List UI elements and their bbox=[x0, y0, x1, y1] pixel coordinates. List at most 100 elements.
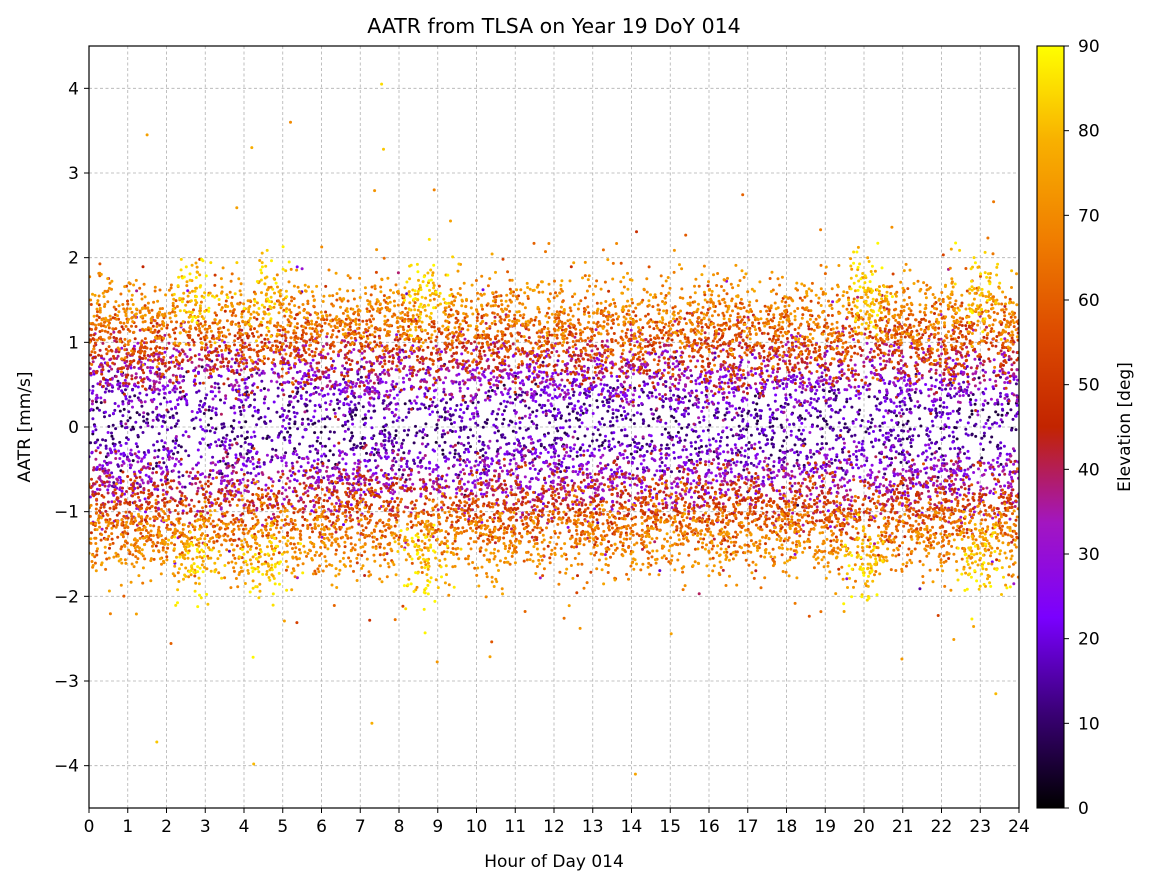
scatter-point bbox=[747, 456, 750, 459]
scatter-point bbox=[395, 393, 399, 397]
scatter-point bbox=[664, 447, 668, 450]
scatter-point bbox=[914, 387, 918, 391]
scatter-point bbox=[954, 477, 958, 481]
scatter-point bbox=[674, 491, 678, 495]
scatter-point bbox=[509, 458, 513, 462]
scatter-point bbox=[516, 371, 520, 375]
scatter-point bbox=[820, 466, 824, 470]
scatter-point bbox=[572, 447, 576, 451]
scatter-point bbox=[919, 424, 923, 428]
scatter-point bbox=[714, 408, 718, 412]
scatter-point bbox=[208, 429, 212, 433]
scatter-point bbox=[307, 369, 311, 373]
scatter-point bbox=[378, 372, 382, 376]
scatter-point bbox=[957, 487, 960, 491]
scatter-point bbox=[567, 466, 571, 470]
scatter-point bbox=[195, 463, 198, 467]
scatter-point bbox=[157, 392, 161, 396]
scatter-point bbox=[710, 371, 714, 375]
scatter-point bbox=[1006, 402, 1010, 406]
scatter-point bbox=[610, 447, 614, 451]
scatter-point bbox=[323, 417, 327, 421]
scatter-point bbox=[753, 408, 757, 412]
scatter-point bbox=[678, 378, 682, 382]
scatter-point bbox=[1009, 408, 1013, 412]
scatter-point bbox=[678, 368, 681, 372]
scatter-point bbox=[521, 379, 524, 383]
scatter-point bbox=[389, 401, 393, 405]
scatter-point bbox=[823, 368, 827, 372]
scatter-point bbox=[445, 473, 449, 477]
scatter-point bbox=[421, 436, 425, 440]
scatter-point bbox=[239, 368, 243, 372]
scatter-point bbox=[249, 435, 253, 439]
scatter-point bbox=[323, 425, 327, 429]
scatter-point bbox=[864, 430, 868, 434]
scatter-point bbox=[556, 411, 560, 415]
scatter-point bbox=[762, 475, 766, 479]
scatter-point bbox=[441, 448, 445, 452]
scatter-point bbox=[279, 456, 283, 460]
scatter-point bbox=[126, 419, 130, 423]
scatter-point bbox=[816, 415, 820, 419]
scatter-point bbox=[365, 360, 369, 364]
scatter-point bbox=[979, 488, 983, 492]
scatter-point bbox=[501, 413, 504, 416]
scatter-point bbox=[601, 441, 605, 445]
scatter-point bbox=[416, 456, 420, 460]
scatter-point bbox=[633, 445, 637, 448]
scatter-point bbox=[833, 470, 837, 474]
scatter-point bbox=[126, 401, 130, 405]
scatter-point bbox=[349, 400, 353, 404]
scatter-point bbox=[660, 433, 664, 436]
scatter-point bbox=[354, 406, 358, 410]
scatter-point bbox=[731, 434, 735, 438]
scatter-point bbox=[534, 414, 538, 418]
scatter-point bbox=[255, 450, 259, 454]
scatter-point bbox=[354, 446, 358, 450]
scatter-point bbox=[246, 449, 250, 453]
scatter-point bbox=[336, 353, 340, 357]
scatter-point bbox=[724, 374, 728, 378]
scatter-point bbox=[738, 406, 741, 410]
scatter-point bbox=[363, 392, 367, 396]
scatter-point bbox=[450, 422, 453, 426]
scatter-point bbox=[541, 502, 545, 506]
scatter-point bbox=[332, 430, 336, 434]
scatter-point bbox=[182, 375, 186, 379]
scatter-point bbox=[303, 402, 307, 406]
scatter-point bbox=[220, 472, 224, 476]
scatter-point bbox=[138, 391, 142, 395]
scatter-point bbox=[576, 437, 580, 441]
scatter-point bbox=[1012, 462, 1016, 466]
scatter-point bbox=[554, 449, 557, 453]
scatter-point bbox=[321, 394, 325, 398]
scatter-point bbox=[117, 475, 121, 479]
scatter-point bbox=[566, 525, 570, 529]
scatter-point bbox=[177, 460, 181, 463]
scatter-point bbox=[131, 388, 134, 392]
scatter-point bbox=[551, 372, 555, 375]
scatter-point bbox=[631, 456, 635, 459]
scatter-point bbox=[593, 491, 597, 495]
scatter-point bbox=[570, 384, 574, 388]
scatter-point bbox=[531, 398, 535, 402]
scatter-point bbox=[851, 466, 855, 470]
scatter-point bbox=[603, 553, 607, 557]
scatter-point bbox=[414, 424, 417, 428]
scatter-point bbox=[132, 427, 136, 431]
scatter-point bbox=[729, 467, 733, 471]
scatter-point bbox=[633, 450, 637, 454]
scatter-point bbox=[648, 376, 652, 380]
scatter-point bbox=[311, 422, 315, 426]
scatter-point bbox=[707, 460, 711, 464]
scatter-point bbox=[567, 454, 571, 458]
scatter-point bbox=[789, 433, 793, 437]
scatter-point bbox=[651, 417, 655, 421]
scatter-point bbox=[334, 380, 338, 384]
scatter-point bbox=[133, 394, 137, 398]
scatter-point bbox=[609, 468, 613, 472]
scatter-point bbox=[476, 478, 480, 482]
scatter-point bbox=[229, 365, 233, 369]
scatter-point bbox=[214, 440, 218, 444]
